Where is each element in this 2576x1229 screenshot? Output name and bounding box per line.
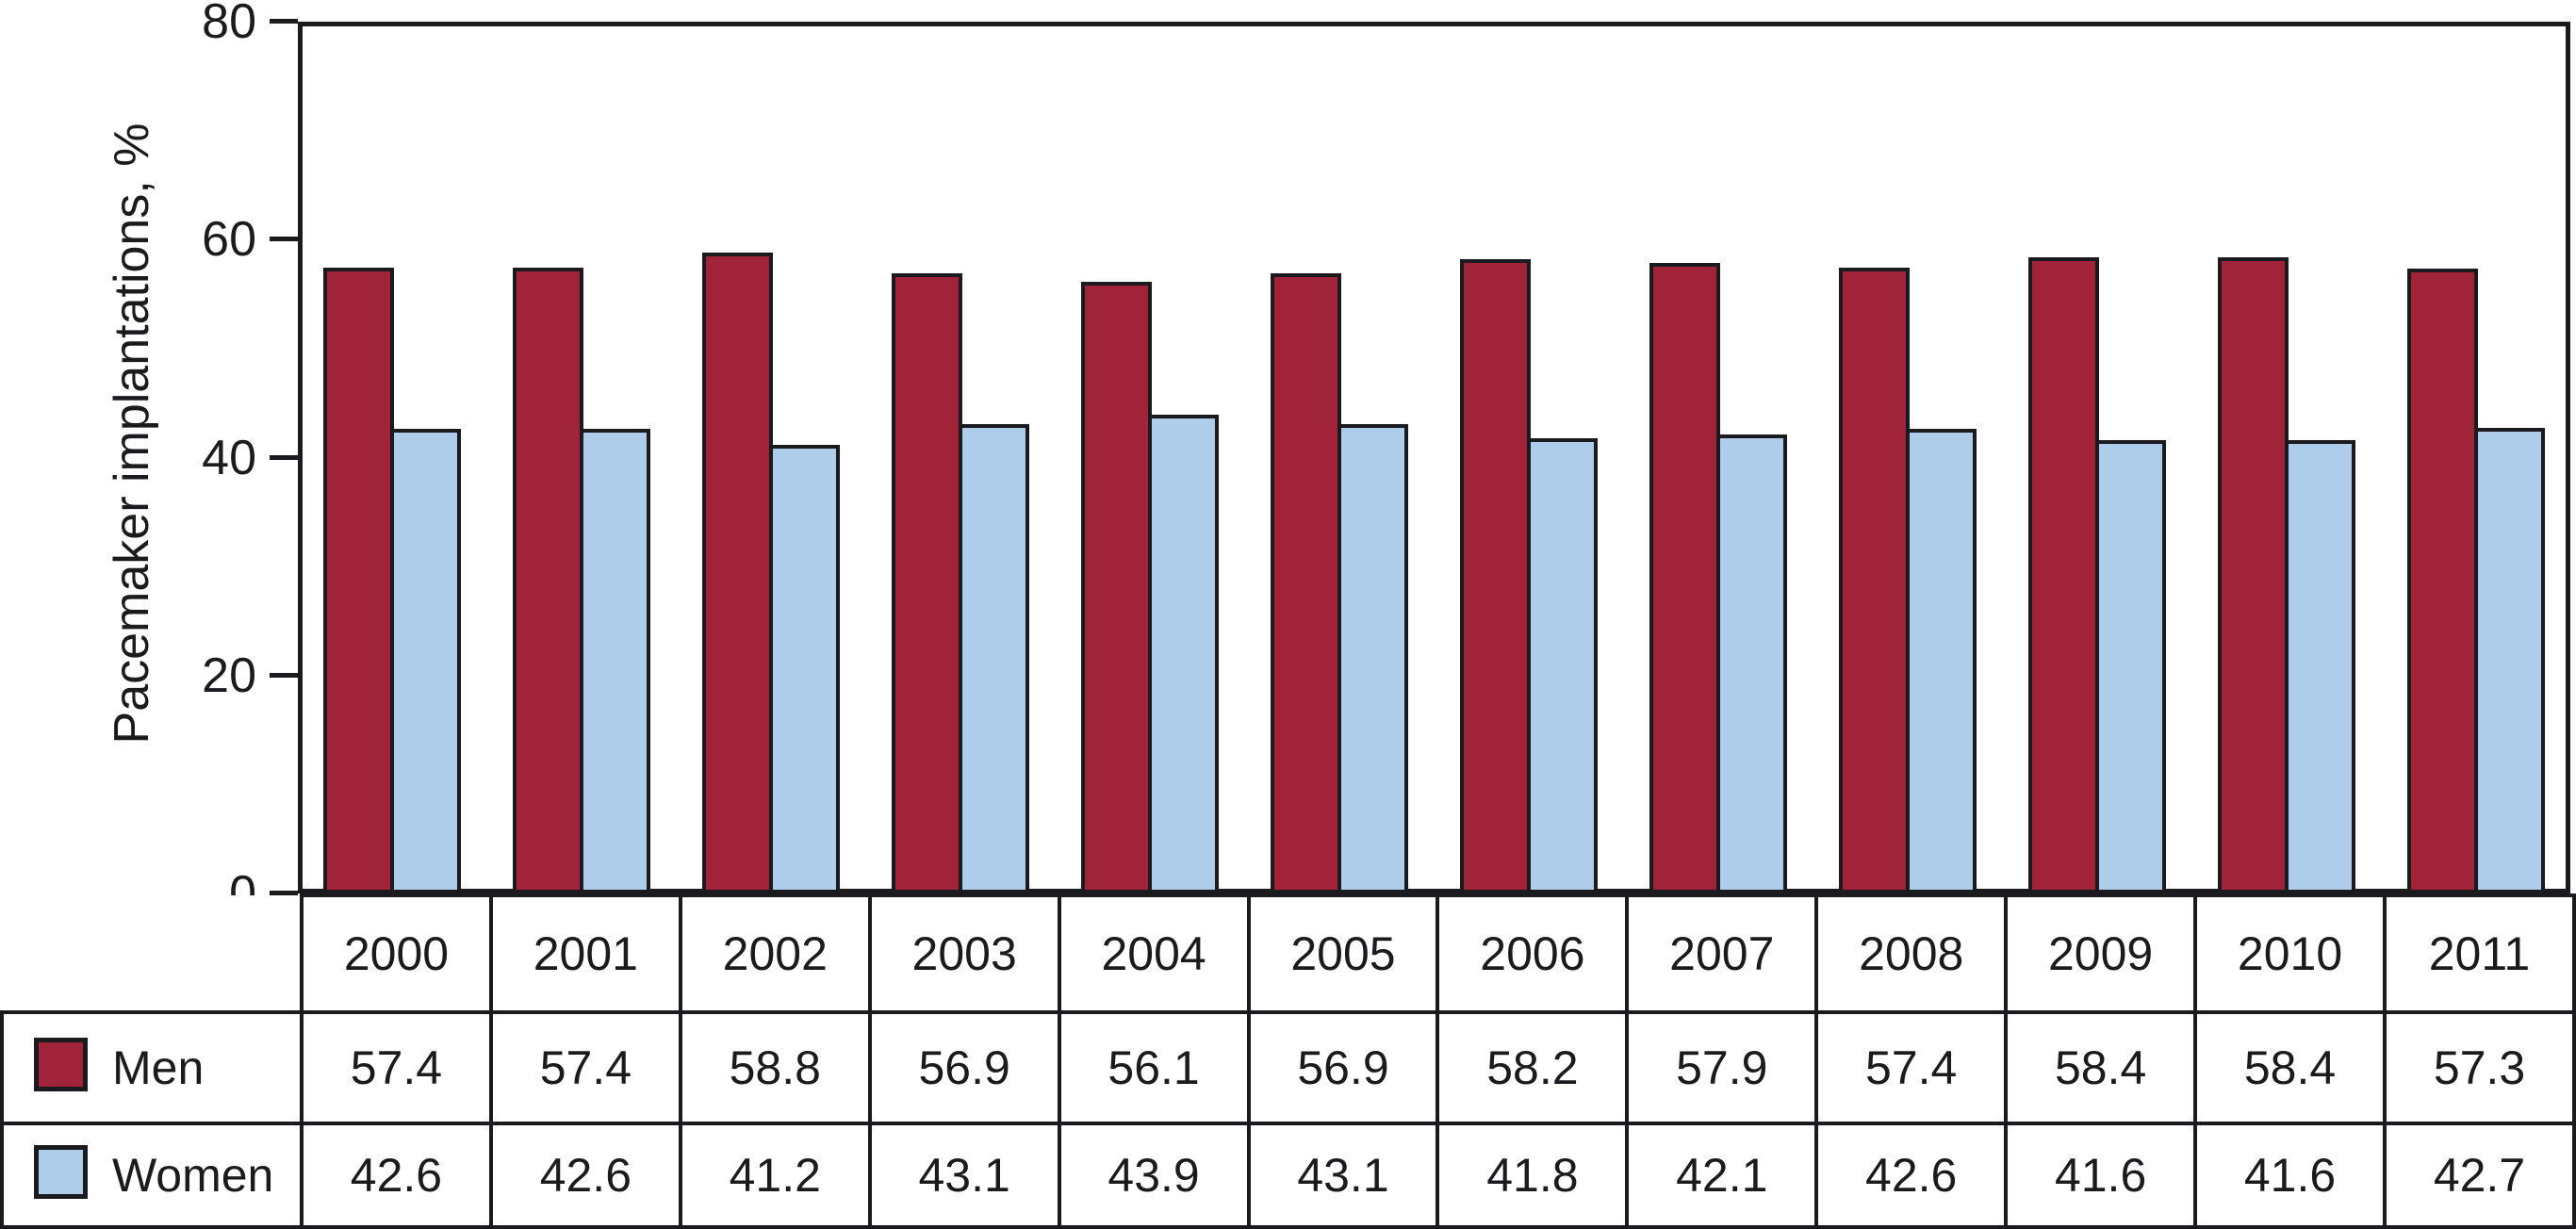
y-tick-label: 20	[202, 647, 256, 703]
year-cell: 2004	[1057, 893, 1251, 1014]
women-value-cell: 41.6	[2193, 1122, 2387, 1229]
year-cell: 2005	[1246, 893, 1440, 1014]
women-value-cell: 41.6	[2004, 1122, 2198, 1229]
bar-women-2008	[1905, 429, 1977, 893]
bar-women-2010	[2284, 440, 2355, 893]
men-value-cell: 57.4	[488, 1010, 682, 1125]
women-value-cell: 43.1	[1246, 1122, 1440, 1229]
year-cell: 2009	[2004, 893, 2198, 1014]
plot-area	[298, 22, 2570, 893]
blank-cell	[2, 895, 302, 1012]
legend-label-women: Women	[112, 1149, 274, 1203]
year-cell: 2011	[2382, 893, 2576, 1014]
bar-men-2006	[1459, 259, 1531, 893]
bar-women-2009	[2094, 440, 2166, 893]
bar-women-2001	[580, 429, 651, 893]
men-value-cell: 58.2	[1436, 1010, 1630, 1125]
year-cell: 2003	[867, 893, 1061, 1014]
bar-men-2003	[892, 273, 963, 893]
men-value-cell: 57.4	[1814, 1010, 2009, 1125]
year-row: 2000 2001 2002 2003 2004 2005 2006 2007 2008 2009…	[2, 893, 2576, 1014]
women-value-cell: 41.8	[1436, 1122, 1630, 1229]
bar-women-2007	[1715, 434, 1787, 893]
y-axis-tick	[270, 672, 298, 678]
legend-cell-women: Women	[0, 1122, 304, 1229]
bar-men-2002	[702, 253, 774, 893]
bar-women-2004	[1148, 415, 1220, 893]
y-tick-label: 40	[202, 430, 256, 485]
bar-women-2002	[769, 444, 841, 893]
women-value-cell: 43.9	[1057, 1122, 1251, 1229]
women-value-cell: 43.1	[867, 1122, 1061, 1229]
y-tick-label: 80	[202, 0, 256, 49]
women-value-cell: 42.7	[2382, 1122, 2576, 1229]
year-cell: 2002	[678, 893, 872, 1014]
men-row: Men 57.4 57.4 58.8 56.9 56.1 56.9 58.2 57.9 57.4 5…	[0, 1010, 2576, 1125]
bar-men-2009	[2027, 256, 2099, 893]
men-value-cell: 57.3	[2382, 1010, 2576, 1125]
y-axis-tick	[270, 237, 298, 242]
y-axis-tick	[270, 19, 298, 24]
bar-women-2005	[1337, 423, 1409, 893]
bar-men-2005	[1271, 273, 1342, 893]
men-value-cell: 58.8	[678, 1010, 872, 1125]
y-axis-tick	[270, 891, 298, 895]
legend-cell-men: Men	[0, 1010, 304, 1125]
women-value-cell: 42.1	[1625, 1122, 1819, 1229]
women-row: Women 42.6 42.6 41.2 43.1 43.9 43.1 41.8 42.1 42.…	[0, 1122, 2576, 1229]
women-value-cell: 42.6	[1814, 1122, 2009, 1229]
men-value-cell: 56.1	[1057, 1010, 1251, 1125]
women-legend-swatch-icon	[34, 1144, 88, 1199]
bar-men-2007	[1649, 262, 1720, 893]
year-cell: 2000	[300, 893, 493, 1014]
men-legend-swatch-icon	[34, 1037, 88, 1091]
women-value-cell: 41.2	[678, 1122, 872, 1229]
men-value-cell: 57.4	[300, 1010, 493, 1125]
women-value-cell: 42.6	[488, 1122, 682, 1229]
bar-men-2010	[2217, 256, 2289, 893]
bar-women-2011	[2473, 428, 2545, 893]
year-cell: 2010	[2193, 893, 2387, 1014]
year-cell: 2008	[1814, 893, 2009, 1014]
women-value-cell: 42.6	[300, 1122, 493, 1229]
men-value-cell: 57.9	[1625, 1010, 1819, 1125]
bar-men-2008	[1838, 268, 1910, 893]
bar-men-2001	[513, 268, 584, 893]
men-value-cell: 56.9	[867, 1010, 1061, 1125]
y-tick-label: 60	[202, 212, 256, 268]
data-table: 2000 2001 2002 2003 2004 2005 2006 2007 2008 2009…	[0, 893, 2576, 1229]
year-cell: 2007	[1625, 893, 1819, 1014]
men-value-cell: 58.4	[2004, 1010, 2198, 1125]
bar-men-2000	[323, 268, 395, 893]
bar-women-2000	[390, 429, 462, 893]
bar-men-2011	[2406, 269, 2478, 893]
bar-women-2003	[959, 423, 1030, 893]
year-cell: 2001	[488, 893, 682, 1014]
men-value-cell: 58.4	[2193, 1010, 2387, 1125]
bar-women-2006	[1526, 437, 1598, 893]
bar-men-2004	[1081, 282, 1153, 893]
y-axis-tick	[270, 454, 298, 460]
legend-label-men: Men	[112, 1041, 205, 1095]
men-value-cell: 56.9	[1246, 1010, 1440, 1125]
year-cell: 2006	[1436, 893, 1630, 1014]
